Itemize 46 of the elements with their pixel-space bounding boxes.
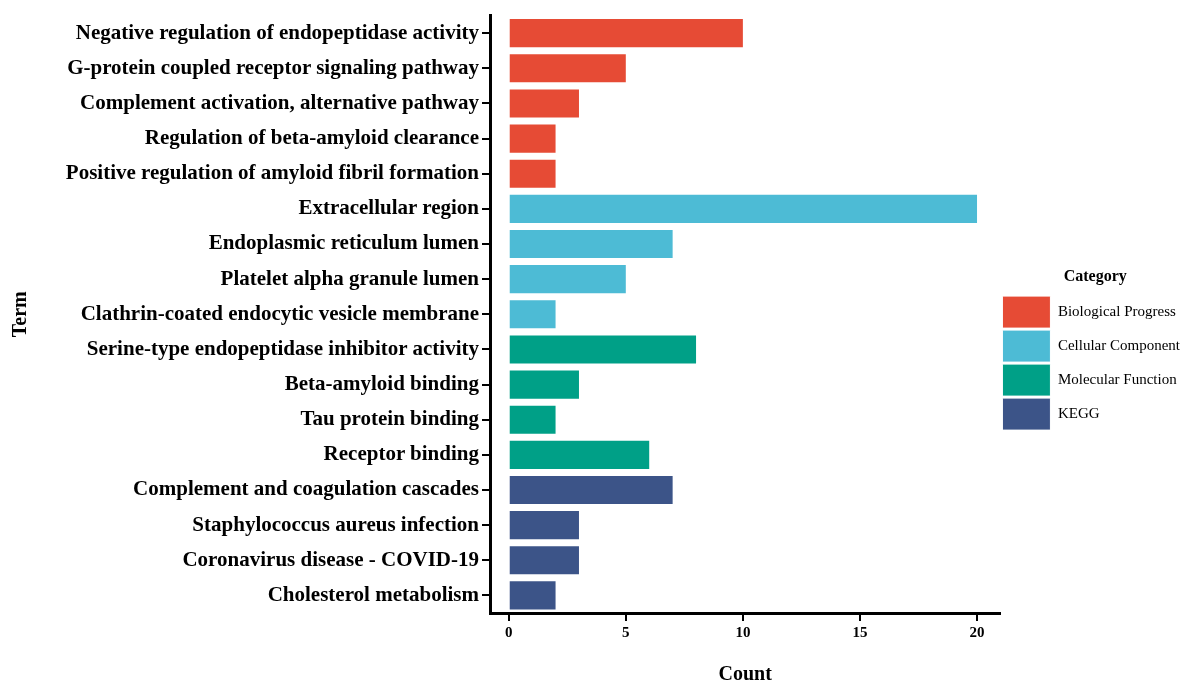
y-tick-label: Endoplasmic reticulum lumen — [208, 230, 480, 255]
y-tick-label: Negative regulation of endopeptidase activity — [75, 19, 480, 44]
bar — [509, 581, 556, 610]
y-tick-label: Clathrin-coated endocytic vesicle membrane — [80, 300, 479, 325]
y-tick-label: Complement activation, alternative pathway — [80, 89, 480, 114]
bar — [509, 265, 626, 294]
x-tick-label: 5 — [622, 623, 630, 640]
legend-label: Biological Progress — [1057, 303, 1176, 320]
y-tick-label: Beta-amyloid binding — [284, 371, 480, 395]
y-tick-label: Extracellular region — [298, 195, 480, 220]
y-tick-label: Serine-type endopeptidase inhibitor activity — [86, 335, 480, 360]
bar — [509, 546, 579, 575]
y-tick-label: Regulation of beta-amyloid clearance — [144, 125, 479, 150]
bar — [509, 124, 556, 153]
bar — [509, 370, 579, 399]
legend-label: KEGG — [1057, 405, 1100, 422]
y-tick-label: Coronavirus disease - COVID-19 — [182, 546, 479, 571]
legend-label: Cellular Component — [1057, 337, 1181, 354]
bar — [509, 229, 673, 259]
y-axis-title: Term — [8, 291, 31, 338]
bar — [509, 511, 579, 540]
bar — [509, 475, 673, 505]
bar — [509, 19, 743, 48]
y-tick-label: Platelet alpha granule lumen — [220, 265, 480, 290]
y-tick-label: Staphylococcus aureus infection — [192, 511, 480, 536]
bar — [509, 159, 556, 188]
legend-label: Molecular Function — [1057, 371, 1178, 388]
x-tick-label: 0 — [504, 623, 513, 640]
y-tick-label: G-protein coupled receptor signaling pathway — [67, 54, 480, 79]
x-tick-label: 10 — [735, 623, 751, 640]
bar — [509, 300, 556, 329]
y-tick-label: Receptor binding — [323, 441, 480, 466]
y-tick-label: Tau protein binding — [300, 406, 480, 431]
x-tick-label: 20 — [969, 623, 985, 640]
y-tick-label: Cholesterol metabolism — [267, 581, 480, 606]
x-axis-title: Count — [718, 662, 773, 685]
y-tick-label: Positive regulation of amyloid fibril formation — [65, 160, 480, 185]
bar — [509, 54, 626, 83]
y-tick-label: Complement and coagulation cascades — [133, 476, 479, 501]
legend-title: Category — [1063, 267, 1127, 286]
x-tick-label: 15 — [852, 623, 868, 640]
bar — [509, 405, 556, 434]
bar — [509, 335, 697, 364]
bar — [509, 89, 579, 118]
bar — [509, 194, 978, 223]
bar — [509, 440, 650, 469]
